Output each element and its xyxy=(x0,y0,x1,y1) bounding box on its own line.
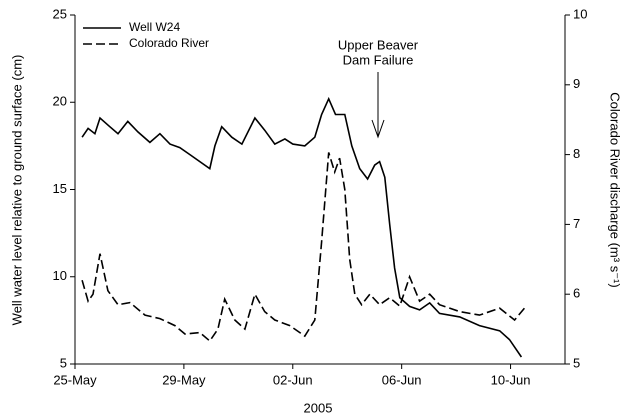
y-tick-label: 5 xyxy=(60,355,67,370)
y2-axis-title: Colorado River discharge (m³ s⁻¹) xyxy=(608,92,623,287)
y-axis-title: Well water level relative to ground surf… xyxy=(9,55,24,326)
data-line xyxy=(81,96,523,358)
y-tick-label: 25 xyxy=(53,6,67,21)
y-tick-label: 15 xyxy=(53,181,67,196)
y2-tick-label: 5 xyxy=(573,355,580,370)
y2-tick-label: 10 xyxy=(573,6,587,21)
y-tick-label: 10 xyxy=(53,268,67,283)
y2-tick-label: 6 xyxy=(573,286,580,301)
data-line xyxy=(81,152,526,343)
y2-tick-label: 9 xyxy=(573,76,580,91)
annotation: Upper Beaver xyxy=(338,37,419,52)
x-tick-label: 06-Jun xyxy=(382,372,422,387)
x-tick-label: 10-Jun xyxy=(491,372,531,387)
x-tick-label: 25-May xyxy=(53,372,97,387)
x-tick-label: 29-May xyxy=(162,372,206,387)
annotation-arrowhead xyxy=(371,119,385,139)
y-tick-label: 20 xyxy=(53,94,67,109)
legend-label: Colorado River xyxy=(129,36,209,50)
legend-label: Well W24 xyxy=(129,20,180,34)
y2-tick-label: 8 xyxy=(573,146,580,161)
x-axis-title: 2005 xyxy=(304,400,333,415)
x-tick-label: 02-Jun xyxy=(273,372,313,387)
y2-tick-label: 7 xyxy=(573,216,580,231)
annotation: Dam Failure xyxy=(343,52,414,67)
